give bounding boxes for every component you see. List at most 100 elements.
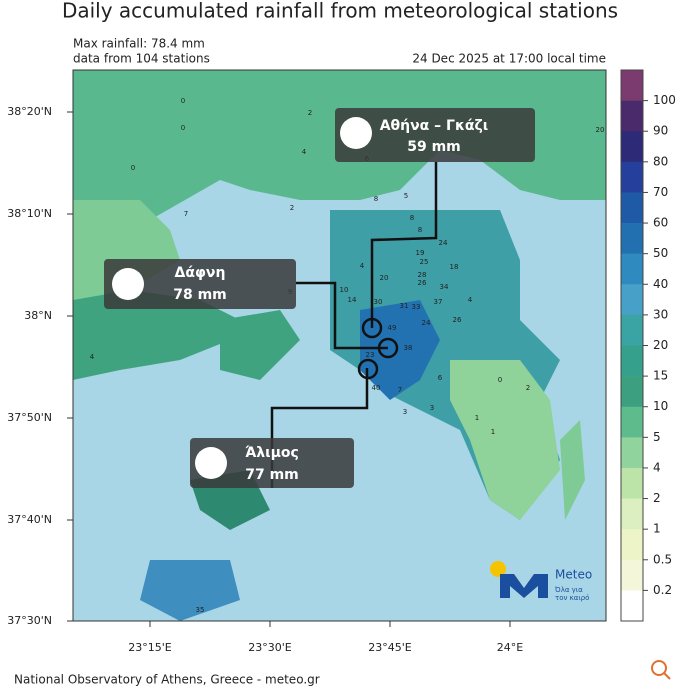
lat-label: 37°50'N [7,411,52,424]
lat-label: 37°30'N [7,614,52,627]
callout: Δάφνη 78 mm [104,259,296,309]
colorbar-label: 70 [653,185,668,199]
colorbar-label: 50 [653,246,668,260]
station-value: 2 [290,204,294,212]
rain-icon [340,117,372,149]
station-value: 30 [374,298,383,306]
colorbar-swatch [621,345,643,377]
footer: National Observatory of Athens, Greece -… [14,673,320,687]
station-value: 10 [340,286,349,294]
colorbar-label: 4 [653,460,661,474]
colorbar-swatch [621,467,643,499]
station-value: 5 [404,192,408,200]
colorbar-swatch [621,284,643,316]
colorbar-label: 10 [653,399,668,413]
logo-sun [490,561,506,577]
station-value: 1 [491,428,495,436]
station-value: 24 [422,319,431,327]
colorbar-label: 2 [653,491,661,505]
colorbar: 100 90 80 70 60 50 40 30 20 15 10 5 4 2 1 0.5 0.2 [620,69,676,622]
zoom-icon[interactable] [651,660,671,680]
lon-label: 23°45'E [368,641,412,654]
colorbar-label: 5 [653,430,661,444]
station-value: 18 [450,263,459,271]
station-value: 40 [372,384,381,392]
colorbar-swatch [621,192,643,224]
station-value: 2 [526,384,530,392]
logo-name: Meteo [555,568,592,582]
lon-label: 23°30'E [248,641,292,654]
station-value: 34 [440,283,449,291]
station-value: 6 [438,374,443,382]
colorbar-label: 20 [653,338,668,352]
station-value: 3 [403,408,407,416]
station-value: 14 [348,296,357,304]
callout-value: 77 mm [245,467,299,483]
station-value: 8 [374,195,378,203]
land-megara [73,290,240,380]
station-value: 8 [418,226,422,234]
logo-tagline: Όλα για [554,586,583,594]
rain-icon [112,268,144,300]
station-value: 7 [184,210,188,218]
logo-tagline: τον καιρό [555,594,589,602]
callout-name: Δάφνη [175,265,226,281]
station-value: 23 [366,351,375,359]
station-value: 3 [430,404,434,412]
callout-name: Άλιμος [245,445,299,461]
callout-box [104,259,296,309]
station-value: 0 [181,124,185,132]
colorbar-label: 0.2 [653,583,672,597]
station-value: 4 [360,262,365,270]
salamina [220,310,300,380]
station-value: 31 [400,302,409,310]
logo: Meteo Όλα για τον καιρό [490,561,592,602]
lat-label: 38°20'N [7,105,52,118]
station-marker [377,337,399,359]
colorbar-label: 30 [653,307,668,321]
colorbar-label: 60 [653,216,668,230]
lat-label: 38°10'N [7,207,52,220]
colorbar-label: 40 [653,277,668,291]
colorbar-label: 80 [653,154,668,168]
colorbar-swatch [621,590,643,622]
callout: Άλιμος 77 mm [190,438,354,488]
lon-label: 23°15'E [128,641,172,654]
station-value: 2 [308,109,312,117]
colorbar-swatch [621,100,643,132]
station-value: 4 [90,353,95,361]
station-value: 20 [380,274,389,282]
station-value: 0 [181,97,185,105]
logo-mark [500,574,548,598]
rain-icon [195,447,227,479]
colorbar-swatch [621,406,643,438]
station-value: 20 [596,126,605,134]
station-value: 25 [420,258,429,266]
colorbar-swatch [621,253,643,285]
map-frame [72,69,607,622]
station-value: 28 [418,271,427,279]
colorbar-swatch [621,131,643,163]
colorbar-swatch [621,223,643,254]
station-value: 26 [418,279,427,287]
callout-box [190,438,354,488]
colorbar-label: 15 [653,369,668,383]
station-value: 4 [302,148,307,156]
title: Daily accumulated rainfall from meteorol… [62,0,618,23]
lat-label: 37°40'N [7,513,52,526]
island-east [560,420,585,520]
connector [370,162,438,328]
callout: Αθήνα – Γκάζι 59 mm [335,108,535,162]
station-value: 37 [434,298,443,306]
station-value: 33 [412,303,421,311]
station-value: 1 [475,414,479,422]
station-value: 4 [468,296,473,304]
colorbar-label: 1 [653,522,661,536]
timestamp: 24 Dec 2025 at 17:00 local time [412,52,606,66]
callout-value: 59 mm [407,139,461,155]
lon-label: 24°E [497,641,523,654]
station-marker [361,317,383,339]
station-count: data from 104 stations [73,52,210,66]
station-value: 38 [404,344,413,352]
